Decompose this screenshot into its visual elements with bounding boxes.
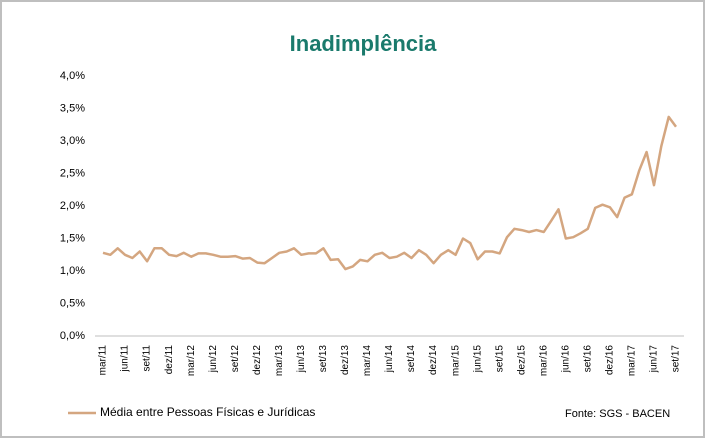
x-tick-label: set/17 <box>671 345 682 373</box>
y-tick-label: 4,0% <box>60 70 85 82</box>
x-tick-label: mar/14 <box>362 345 373 377</box>
x-tick-label: jun/15 <box>472 345 483 374</box>
x-tick-label: dez/12 <box>252 345 263 375</box>
x-tick-label: set/15 <box>494 345 505 373</box>
y-tick-label: 2,0% <box>60 200 85 212</box>
x-tick-label: dez/13 <box>340 345 351 375</box>
chart-title: Inadimplência <box>290 31 437 56</box>
x-tick-label: set/13 <box>318 345 329 373</box>
y-tick-label: 1,5% <box>60 232 85 244</box>
data-line <box>102 115 678 271</box>
x-tick-label: jun/12 <box>208 345 219 374</box>
x-tick-label: mar/13 <box>274 345 285 377</box>
source-note: Fonte: SGS - BACEN <box>565 408 670 420</box>
x-tick-label: mar/16 <box>538 345 549 377</box>
y-tick-label: 0,5% <box>60 297 85 309</box>
y-tick-label: 3,0% <box>60 135 85 147</box>
y-tick-label: 2,5% <box>60 167 85 179</box>
x-tick-label: dez/16 <box>605 345 616 375</box>
legend-label: Média entre Pessoas Físicas e Jurídicas <box>100 405 315 419</box>
y-tick-label: 1,0% <box>60 265 85 277</box>
x-tick-label: dez/15 <box>516 345 527 375</box>
x-tick-label: set/12 <box>230 345 241 373</box>
x-tick-label: mar/11 <box>98 345 109 376</box>
x-tick-label: jun/13 <box>296 345 307 374</box>
x-tick-label: mar/15 <box>450 345 461 377</box>
x-tick-label: set/14 <box>406 345 417 373</box>
x-tick-label: jun/14 <box>384 345 395 374</box>
x-tick-label: jun/17 <box>649 345 660 374</box>
y-tick-label: 0,0% <box>60 330 85 342</box>
x-tick-label: jun/11 <box>120 345 131 373</box>
x-tick-label: set/11 <box>142 345 153 372</box>
x-tick-label: jun/16 <box>560 345 571 374</box>
x-tick-label: dez/14 <box>428 345 439 375</box>
x-tick-label: mar/12 <box>186 345 197 377</box>
x-tick-label: set/16 <box>582 345 593 373</box>
x-tick-label: dez/11 <box>164 345 175 375</box>
x-tick-label: mar/17 <box>627 345 638 377</box>
y-tick-label: 3,5% <box>60 102 85 114</box>
